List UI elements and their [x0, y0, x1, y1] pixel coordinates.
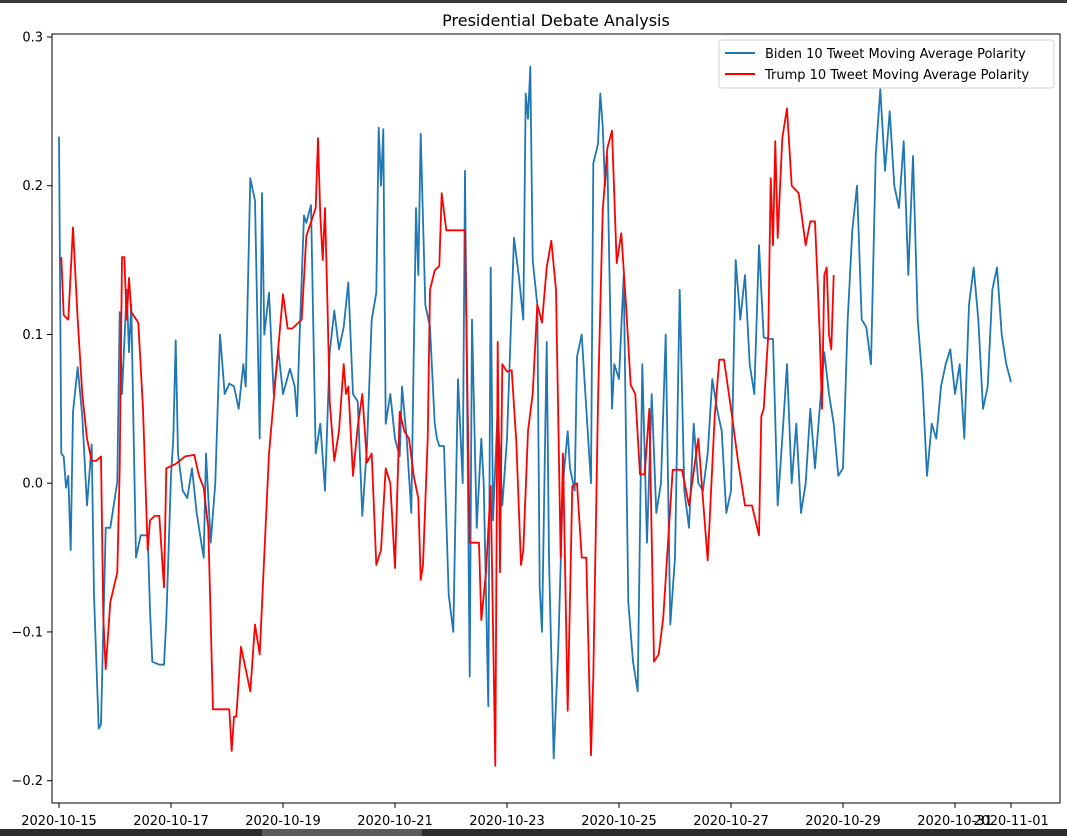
- series-line-biden: [58, 65, 1012, 760]
- x-tick-label: 2020-10-15: [21, 814, 97, 829]
- y-axis: −0.2 −0.1 0.0 0.1 0.2 0.3: [11, 30, 52, 789]
- x-tick-label: 2020-10-29: [805, 814, 881, 829]
- x-tick-label: 2020-10-31: [917, 814, 993, 829]
- x-tick-label: 2020-10-19: [245, 814, 321, 829]
- legend: Biden 10 Tweet Moving Average Polarity T…: [718, 39, 1055, 89]
- y-tick-label: −0.2: [11, 774, 43, 789]
- plot-frame: [51, 33, 1061, 804]
- series-line-trump: [60, 107, 835, 767]
- y-tick-label: 0.0: [22, 477, 43, 492]
- legend-box: [718, 39, 1055, 89]
- window-top-bar: [0, 0, 1067, 3]
- legend-label-biden: Biden 10 Tweet Moving Average Polarity: [765, 47, 1026, 62]
- series-layer: [58, 65, 1012, 767]
- legend-label-trump: Trump 10 Tweet Moving Average Polarity: [764, 68, 1030, 83]
- y-tick-label: 0.1: [22, 328, 43, 343]
- y-tick-label: −0.1: [11, 625, 43, 640]
- scrollbar-thumb[interactable]: [262, 829, 422, 836]
- x-tick-label: 2020-10-17: [133, 814, 209, 829]
- x-tick-label: 2020-11-01: [973, 814, 1049, 829]
- x-tick-label: 2020-10-25: [581, 814, 657, 829]
- x-tick-label: 2020-10-21: [357, 814, 433, 829]
- x-tick-label: 2020-10-23: [469, 814, 545, 829]
- y-tick-label: 0.3: [22, 30, 43, 45]
- x-tick-label: 2020-10-27: [693, 814, 769, 829]
- x-axis: 2020-10-15 2020-10-17 2020-10-19 2020-10-21…: [21, 803, 1049, 829]
- horizontal-scrollbar[interactable]: [0, 829, 1067, 836]
- y-tick-label: 0.2: [22, 179, 43, 194]
- chart-title: Presidential Debate Analysis: [442, 11, 670, 30]
